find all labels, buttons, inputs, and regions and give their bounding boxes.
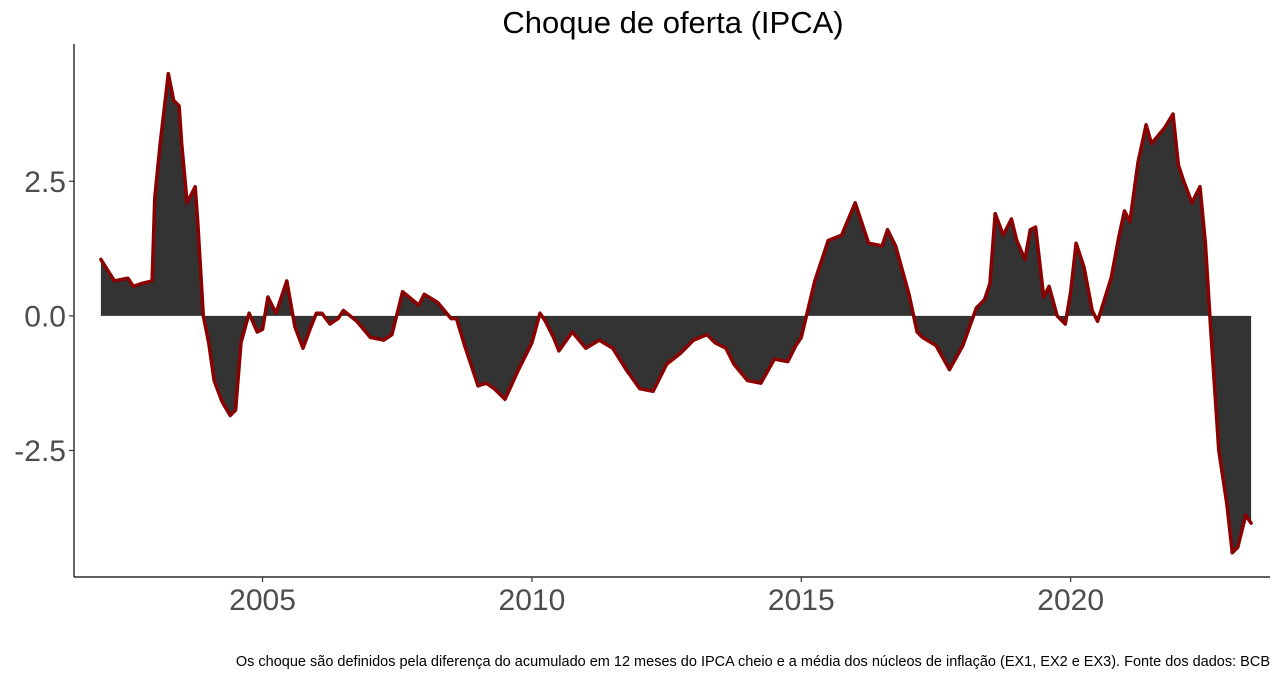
axes: -2.5 0.0 2.5 2005 2010 2015 2020 — [14, 44, 1270, 617]
plot-area — [99, 71, 1253, 555]
x-tick-label: 2005 — [229, 584, 296, 617]
x-tick-label: 2010 — [499, 584, 566, 617]
data-source-caption: Os choque são definidos pela diferença d… — [235, 654, 1270, 670]
chart-title: Choque de oferta (IPCA) — [502, 5, 843, 40]
x-tick-label: 2015 — [768, 584, 835, 617]
series-line — [99, 71, 1253, 555]
y-tick-label: 0.0 — [24, 300, 66, 333]
y-tick-label: 2.5 — [24, 166, 66, 199]
x-tick-label: 2020 — [1037, 584, 1104, 617]
series-area — [100, 73, 1252, 553]
y-tick-label: -2.5 — [14, 435, 66, 468]
